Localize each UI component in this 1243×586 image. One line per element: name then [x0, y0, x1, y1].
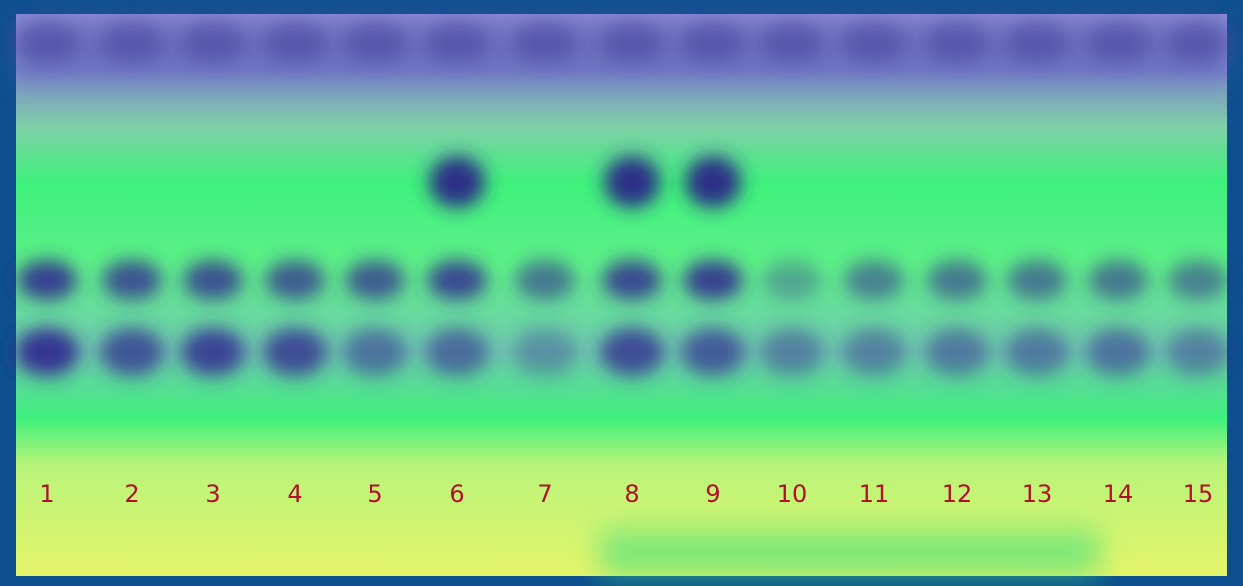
top-spot: [15, 22, 79, 62]
band-spot: [1005, 328, 1069, 376]
lane-label: 12: [942, 480, 973, 508]
top-spot: [1086, 22, 1150, 62]
top-spot: [842, 22, 906, 62]
gel-image: 123456789101112131415: [0, 0, 1243, 586]
band-spot: [1086, 328, 1150, 376]
top-spot: [263, 22, 327, 62]
lane-label: 8: [624, 480, 639, 508]
top-spot: [925, 22, 989, 62]
lane-label: 11: [859, 480, 890, 508]
band-spot: [1168, 260, 1228, 300]
top-spot: [513, 22, 577, 62]
top-spot: [600, 22, 664, 62]
band-spot: [343, 328, 407, 376]
lane-label: 6: [449, 480, 464, 508]
band-spot: [345, 260, 405, 300]
top-spot: [1166, 22, 1230, 62]
band-spot: [844, 260, 904, 300]
band-spot: [925, 328, 989, 376]
lane-label: 3: [205, 480, 220, 508]
top-spot: [100, 22, 164, 62]
bottom-smear: [600, 530, 1100, 576]
lane-label: 4: [287, 480, 302, 508]
band-spot: [600, 328, 664, 376]
top-spot: [425, 22, 489, 62]
band-spot: [102, 260, 162, 300]
band-spot: [1088, 260, 1148, 300]
lane-label: 5: [367, 480, 382, 508]
top-spot: [1005, 22, 1069, 62]
upper-spot: [604, 156, 660, 208]
band-spot: [425, 328, 489, 376]
band-spot: [265, 260, 325, 300]
band-spot: [427, 260, 487, 300]
band-spot: [683, 260, 743, 300]
band-spot: [760, 328, 824, 376]
band-spot: [513, 328, 577, 376]
lane-label: 9: [705, 480, 720, 508]
top-spot: [760, 22, 824, 62]
band-spot: [263, 328, 327, 376]
band-spot: [515, 260, 575, 300]
top-spot: [181, 22, 245, 62]
band-spot: [15, 328, 79, 376]
band-spot: [181, 328, 245, 376]
band-spot: [100, 328, 164, 376]
lane-label: 14: [1103, 480, 1134, 508]
lane-label: 7: [537, 480, 552, 508]
band-spot: [1166, 328, 1230, 376]
lane-label: 1: [39, 480, 54, 508]
band-spot: [17, 260, 77, 300]
lane-label: 15: [1183, 480, 1214, 508]
band-spot: [927, 260, 987, 300]
band-spot: [1007, 260, 1067, 300]
band-spot: [183, 260, 243, 300]
lane-label: 10: [777, 480, 808, 508]
top-spot: [681, 22, 745, 62]
band-spot: [681, 328, 745, 376]
upper-spot: [429, 156, 485, 208]
band-spot: [842, 328, 906, 376]
upper-spot: [685, 156, 741, 208]
lane-label: 2: [124, 480, 139, 508]
lane-label: 13: [1022, 480, 1053, 508]
top-spot: [343, 22, 407, 62]
band-spot: [602, 260, 662, 300]
page: 123456789101112131415 (() => { const dat…: [0, 0, 1243, 586]
band-spot: [762, 260, 822, 300]
